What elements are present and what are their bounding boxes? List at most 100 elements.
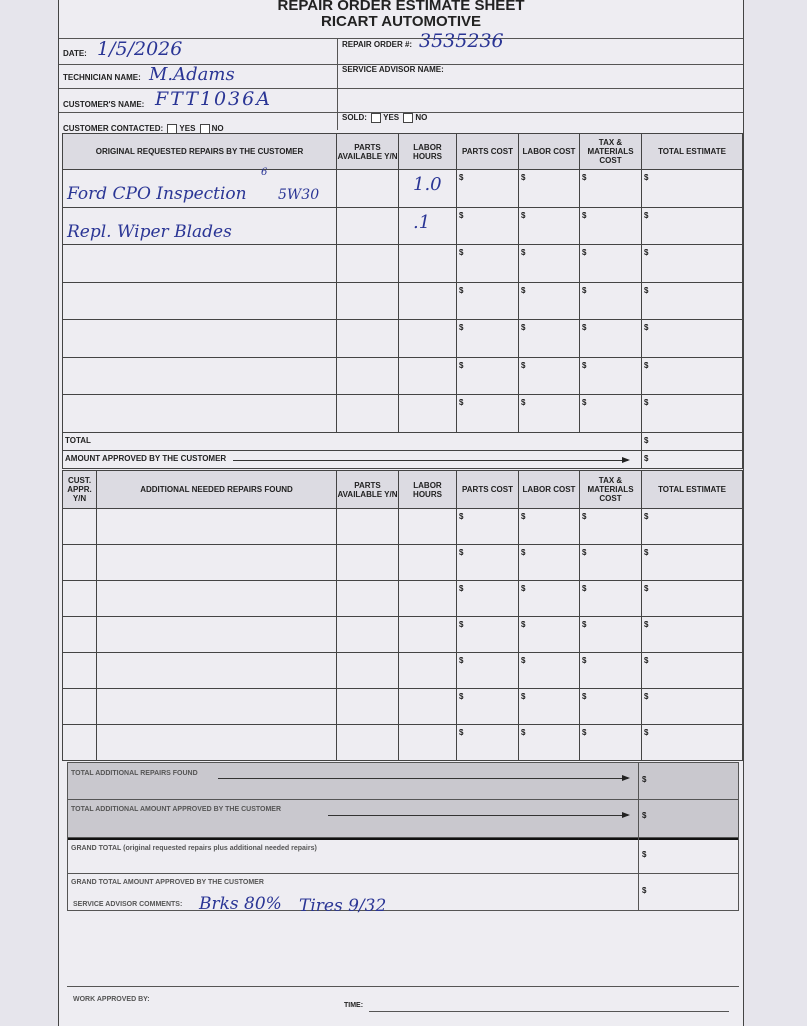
- total-estimate-cell[interactable]: $: [641, 580, 743, 617]
- repair-description[interactable]: [96, 508, 337, 545]
- total-estimate-cell[interactable]: $: [641, 544, 743, 581]
- tax-materials-cell[interactable]: $: [579, 319, 642, 358]
- total-estimate-cell[interactable]: $: [641, 688, 743, 725]
- customer-value[interactable]: FTT1036A: [155, 88, 272, 110]
- parts-cost-cell[interactable]: $: [456, 169, 519, 208]
- labor-cost-cell[interactable]: $: [518, 580, 580, 617]
- parts-available-cell[interactable]: [336, 206, 399, 245]
- parts-available-cell[interactable]: [336, 508, 399, 545]
- tax-materials-cell[interactable]: $: [579, 652, 642, 689]
- tax-materials-cell[interactable]: $: [579, 356, 642, 395]
- tax-materials-cell[interactable]: $: [579, 688, 642, 725]
- labor-cost-cell[interactable]: $: [518, 244, 580, 283]
- labor-cost-cell[interactable]: $: [518, 616, 580, 653]
- labor-cost-cell[interactable]: $: [518, 652, 580, 689]
- parts-available-cell[interactable]: [336, 688, 399, 725]
- labor-cost-cell[interactable]: $: [518, 356, 580, 395]
- parts-available-cell[interactable]: [336, 544, 399, 581]
- technician-value[interactable]: M.Adams: [149, 64, 235, 85]
- parts-available-cell[interactable]: [336, 319, 399, 358]
- parts-cost-cell[interactable]: $: [456, 544, 519, 581]
- repair-description[interactable]: [96, 652, 337, 689]
- labor-hours-cell[interactable]: [398, 580, 457, 617]
- labor-hours-cell[interactable]: [398, 616, 457, 653]
- labor-hours-cell[interactable]: 1.0: [398, 169, 457, 208]
- parts-cost-cell[interactable]: $: [456, 724, 519, 761]
- parts-cost-cell[interactable]: $: [456, 688, 519, 725]
- total-estimate-cell[interactable]: $: [641, 724, 743, 761]
- labor-cost-cell[interactable]: $: [518, 544, 580, 581]
- total-estimate-cell[interactable]: $: [641, 244, 743, 283]
- parts-cost-cell[interactable]: $: [456, 206, 519, 245]
- labor-hours-cell[interactable]: [398, 508, 457, 545]
- parts-cost-cell[interactable]: $: [456, 244, 519, 283]
- parts-cost-cell[interactable]: $: [456, 580, 519, 617]
- repair-description[interactable]: Repl. Wiper Blades: [62, 206, 337, 245]
- repair-description[interactable]: [96, 616, 337, 653]
- labor-hours-cell[interactable]: [398, 281, 457, 320]
- labor-cost-cell[interactable]: $: [518, 508, 580, 545]
- repair-description[interactable]: [62, 281, 337, 320]
- labor-cost-cell[interactable]: $: [518, 724, 580, 761]
- repair-description[interactable]: [62, 319, 337, 358]
- labor-hours-cell[interactable]: [398, 356, 457, 395]
- repair-order-value[interactable]: 3535236: [419, 30, 504, 52]
- repair-description[interactable]: [62, 394, 337, 433]
- tax-materials-cell[interactable]: $: [579, 724, 642, 761]
- tax-materials-cell[interactable]: $: [579, 616, 642, 653]
- parts-available-cell[interactable]: [336, 281, 399, 320]
- total-estimate-cell[interactable]: $: [641, 394, 743, 433]
- labor-hours-cell[interactable]: [398, 688, 457, 725]
- parts-available-cell[interactable]: [336, 244, 399, 283]
- parts-available-cell[interactable]: [336, 169, 399, 208]
- repair-description[interactable]: [96, 724, 337, 761]
- total-estimate-cell[interactable]: $: [641, 206, 743, 245]
- cust-appr-cell[interactable]: [62, 688, 97, 725]
- tax-materials-cell[interactable]: $: [579, 281, 642, 320]
- parts-cost-cell[interactable]: $: [456, 616, 519, 653]
- tax-materials-cell[interactable]: $: [579, 544, 642, 581]
- cust-appr-cell[interactable]: [62, 580, 97, 617]
- parts-cost-cell[interactable]: $: [456, 652, 519, 689]
- sold-yes-checkbox[interactable]: [371, 113, 382, 123]
- total-row-value[interactable]: $: [641, 431, 743, 451]
- tax-materials-cell[interactable]: $: [579, 394, 642, 433]
- labor-hours-cell[interactable]: [398, 724, 457, 761]
- labor-hours-cell[interactable]: [398, 652, 457, 689]
- cust-appr-cell[interactable]: [62, 508, 97, 545]
- labor-cost-cell[interactable]: $: [518, 688, 580, 725]
- parts-available-cell[interactable]: [336, 616, 399, 653]
- amount-approved-row-value[interactable]: $: [641, 449, 743, 469]
- parts-available-cell[interactable]: [336, 356, 399, 395]
- repair-description[interactable]: [96, 580, 337, 617]
- labor-hours-cell[interactable]: [398, 244, 457, 283]
- comments-brakes[interactable]: Brks 80%: [199, 894, 282, 914]
- parts-cost-cell[interactable]: $: [456, 394, 519, 433]
- labor-cost-cell[interactable]: $: [518, 394, 580, 433]
- parts-available-cell[interactable]: [336, 652, 399, 689]
- repair-description[interactable]: [62, 356, 337, 395]
- parts-cost-cell[interactable]: $: [456, 356, 519, 395]
- cust-appr-cell[interactable]: [62, 544, 97, 581]
- parts-cost-cell[interactable]: $: [456, 319, 519, 358]
- parts-available-cell[interactable]: [336, 580, 399, 617]
- labor-hours-cell[interactable]: [398, 394, 457, 433]
- repair-description[interactable]: [62, 244, 337, 283]
- labor-hours-cell[interactable]: [398, 544, 457, 581]
- repair-description[interactable]: [96, 544, 337, 581]
- tax-materials-cell[interactable]: $: [579, 206, 642, 245]
- comments-tires[interactable]: Tires 9/32: [299, 896, 387, 916]
- total-estimate-cell[interactable]: $: [641, 616, 743, 653]
- total-estimate-cell[interactable]: $: [641, 319, 743, 358]
- labor-hours-cell[interactable]: [398, 319, 457, 358]
- tax-materials-cell[interactable]: $: [579, 580, 642, 617]
- parts-cost-cell[interactable]: $: [456, 281, 519, 320]
- sold-no-checkbox[interactable]: [403, 113, 414, 123]
- total-estimate-cell[interactable]: $: [641, 281, 743, 320]
- labor-cost-cell[interactable]: $: [518, 206, 580, 245]
- total-estimate-cell[interactable]: $: [641, 652, 743, 689]
- labor-hours-cell[interactable]: .1: [398, 206, 457, 245]
- total-estimate-cell[interactable]: $: [641, 508, 743, 545]
- cust-appr-cell[interactable]: [62, 616, 97, 653]
- parts-cost-cell[interactable]: $: [456, 508, 519, 545]
